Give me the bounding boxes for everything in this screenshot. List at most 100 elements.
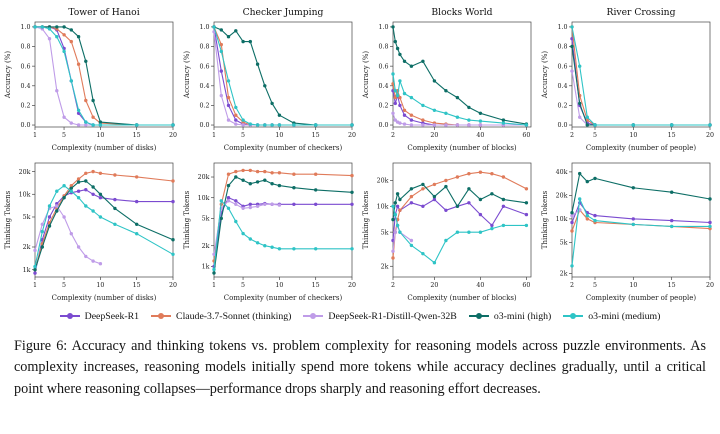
svg-text:Accuracy (%): Accuracy (%) <box>541 51 549 99</box>
svg-text:Complexity (number of checkers: Complexity (number of checkers) <box>224 144 343 152</box>
svg-text:20k: 20k <box>377 178 389 185</box>
svg-text:0.6: 0.6 <box>20 63 30 70</box>
chart-blocks-world-accuracy-svg: 0.0 0.2 0.4 0.6 0.8 1.0 2 20 40 60 Blocks World Com… <box>362 7 532 152</box>
svg-text:20: 20 <box>430 282 438 289</box>
svg-text:10: 10 <box>96 132 104 139</box>
svg-text:5: 5 <box>593 282 597 289</box>
svg-text:0.6: 0.6 <box>199 63 209 70</box>
svg-text:5k: 5k <box>381 229 389 236</box>
svg-text:0.0: 0.0 <box>378 122 388 129</box>
svg-text:20: 20 <box>348 282 356 289</box>
svg-text:Complexity (number of checkers: Complexity (number of checkers) <box>224 294 343 302</box>
svg-text:1: 1 <box>212 132 216 139</box>
svg-text:2k: 2k <box>381 263 389 270</box>
svg-text:5: 5 <box>593 132 597 139</box>
legend-label: Claude-3.7-Sonnet (thinking) <box>176 310 292 322</box>
legend-label: o3-mini (high) <box>493 310 552 322</box>
legend-label: DeepSeek-R1 <box>84 310 140 322</box>
chart-tower-of-hanoi-accuracy: 0.0 0.2 0.4 0.6 0.8 1.0 1 5 10 15 20 Tower of Hanoi… <box>2 4 180 154</box>
svg-text:0.4: 0.4 <box>20 83 30 90</box>
svg-text:Accuracy (%): Accuracy (%) <box>362 51 370 99</box>
svg-text:0.8: 0.8 <box>557 44 567 51</box>
svg-text:5k: 5k <box>23 214 31 221</box>
svg-text:2: 2 <box>570 132 574 139</box>
legend-item-2: DeepSeek-R1-Distill-Qwen-32B <box>303 310 457 322</box>
svg-text:Complexity (number of blocks): Complexity (number of blocks) <box>407 144 517 152</box>
svg-text:Thinking Tokens: Thinking Tokens <box>183 190 191 249</box>
svg-text:Complexity (number of blocks): Complexity (number of blocks) <box>407 294 517 302</box>
svg-text:2: 2 <box>391 282 395 289</box>
svg-text:20: 20 <box>706 132 714 139</box>
figure-caption: Figure 6: Accuracy and thinking tokens v… <box>14 338 706 397</box>
svg-text:Accuracy (%): Accuracy (%) <box>183 51 191 99</box>
svg-text:20: 20 <box>169 282 177 289</box>
legend-item-0: DeepSeek-R1 <box>59 310 140 322</box>
svg-text:2: 2 <box>391 132 395 139</box>
svg-text:40: 40 <box>476 282 484 289</box>
svg-text:0.2: 0.2 <box>199 103 209 110</box>
legend-item-3: o3-mini (high) <box>468 310 552 322</box>
svg-text:1.0: 1.0 <box>378 24 388 31</box>
chart-blocks-world-accuracy: 0.0 0.2 0.4 0.6 0.8 1.0 2 20 40 60 Blocks World Com… <box>360 4 538 154</box>
svg-text:40: 40 <box>476 132 484 139</box>
svg-text:2k: 2k <box>23 244 31 251</box>
svg-text:1: 1 <box>33 282 37 289</box>
svg-text:10: 10 <box>275 132 283 139</box>
svg-text:0.6: 0.6 <box>378 63 388 70</box>
legend-label: o3-mini (medium) <box>588 310 661 322</box>
chart-tower-of-hanoi-tokens: 1k 2k 5k 10k 20k 1 5 10 15 20 Complexity (number o… <box>2 154 180 304</box>
svg-text:15: 15 <box>668 132 676 139</box>
legend-line-marker-icon <box>59 313 80 319</box>
svg-text:5: 5 <box>241 132 245 139</box>
svg-text:0.6: 0.6 <box>557 63 567 70</box>
svg-text:10k: 10k <box>556 216 568 223</box>
charts-grid: 0.0 0.2 0.4 0.6 0.8 1.0 1 5 10 15 20 Tower of Hanoi… <box>2 4 717 304</box>
chart-river-crossing-accuracy: 0.0 0.2 0.4 0.6 0.8 1.0 2 5 10 15 20 River Crossing… <box>539 4 717 154</box>
svg-text:10: 10 <box>629 132 637 139</box>
svg-text:0.8: 0.8 <box>20 44 30 51</box>
svg-text:0.0: 0.0 <box>557 122 567 129</box>
legend-item-1: Claude-3.7-Sonnet (thinking) <box>151 311 291 322</box>
svg-text:10k: 10k <box>198 195 210 202</box>
svg-text:0.0: 0.0 <box>199 122 209 129</box>
svg-text:2k: 2k <box>202 243 210 250</box>
svg-text:15: 15 <box>133 282 141 289</box>
svg-text:0.8: 0.8 <box>199 44 209 51</box>
legend: DeepSeek-R1 Claude-3.7-Sonnet (thinking) D… <box>0 306 720 326</box>
svg-text:Checker Jumping: Checker Jumping <box>243 7 324 18</box>
chart-river-crossing-tokens: 2k 5k 10k 20k 40k 2 5 10 15 20 Complexity (number … <box>539 154 717 304</box>
svg-text:5: 5 <box>62 132 66 139</box>
chart-river-crossing-accuracy-svg: 0.0 0.2 0.4 0.6 0.8 1.0 2 5 10 15 20 River Crossing… <box>541 7 714 152</box>
legend-line-marker-icon <box>303 313 324 319</box>
svg-text:15: 15 <box>668 282 676 289</box>
svg-text:Thinking Tokens: Thinking Tokens <box>4 190 12 249</box>
svg-text:1.0: 1.0 <box>557 24 567 31</box>
svg-text:Tower of Hanoi: Tower of Hanoi <box>68 7 139 18</box>
svg-text:0.2: 0.2 <box>20 103 30 110</box>
legend-line-marker-icon <box>151 313 172 319</box>
svg-text:Complexity (number of disks): Complexity (number of disks) <box>52 294 157 302</box>
svg-text:60: 60 <box>522 282 530 289</box>
svg-text:0.0: 0.0 <box>20 122 30 129</box>
svg-text:15: 15 <box>312 132 320 139</box>
svg-text:Complexity (number of people): Complexity (number of people) <box>586 144 697 152</box>
svg-text:2: 2 <box>570 282 574 289</box>
svg-text:2k: 2k <box>560 271 568 278</box>
svg-text:0.4: 0.4 <box>557 83 567 90</box>
svg-text:Complexity (number of people): Complexity (number of people) <box>586 294 697 302</box>
svg-text:5: 5 <box>62 282 66 289</box>
svg-text:1k: 1k <box>202 264 210 271</box>
svg-text:10k: 10k <box>19 191 31 198</box>
svg-text:0.4: 0.4 <box>378 83 388 90</box>
chart-blocks-world-tokens-svg: 2k 5k 10k 20k 2 20 40 60 Complexity (number of b… <box>362 162 532 302</box>
legend-label: DeepSeek-R1-Distill-Qwen-32B <box>328 310 457 322</box>
svg-text:10k: 10k <box>377 204 389 211</box>
svg-text:1.0: 1.0 <box>199 24 209 31</box>
legend-item-4: o3-mini (medium) <box>563 311 660 322</box>
svg-text:0.2: 0.2 <box>557 103 567 110</box>
svg-text:10: 10 <box>96 282 104 289</box>
svg-text:0.4: 0.4 <box>199 83 209 90</box>
